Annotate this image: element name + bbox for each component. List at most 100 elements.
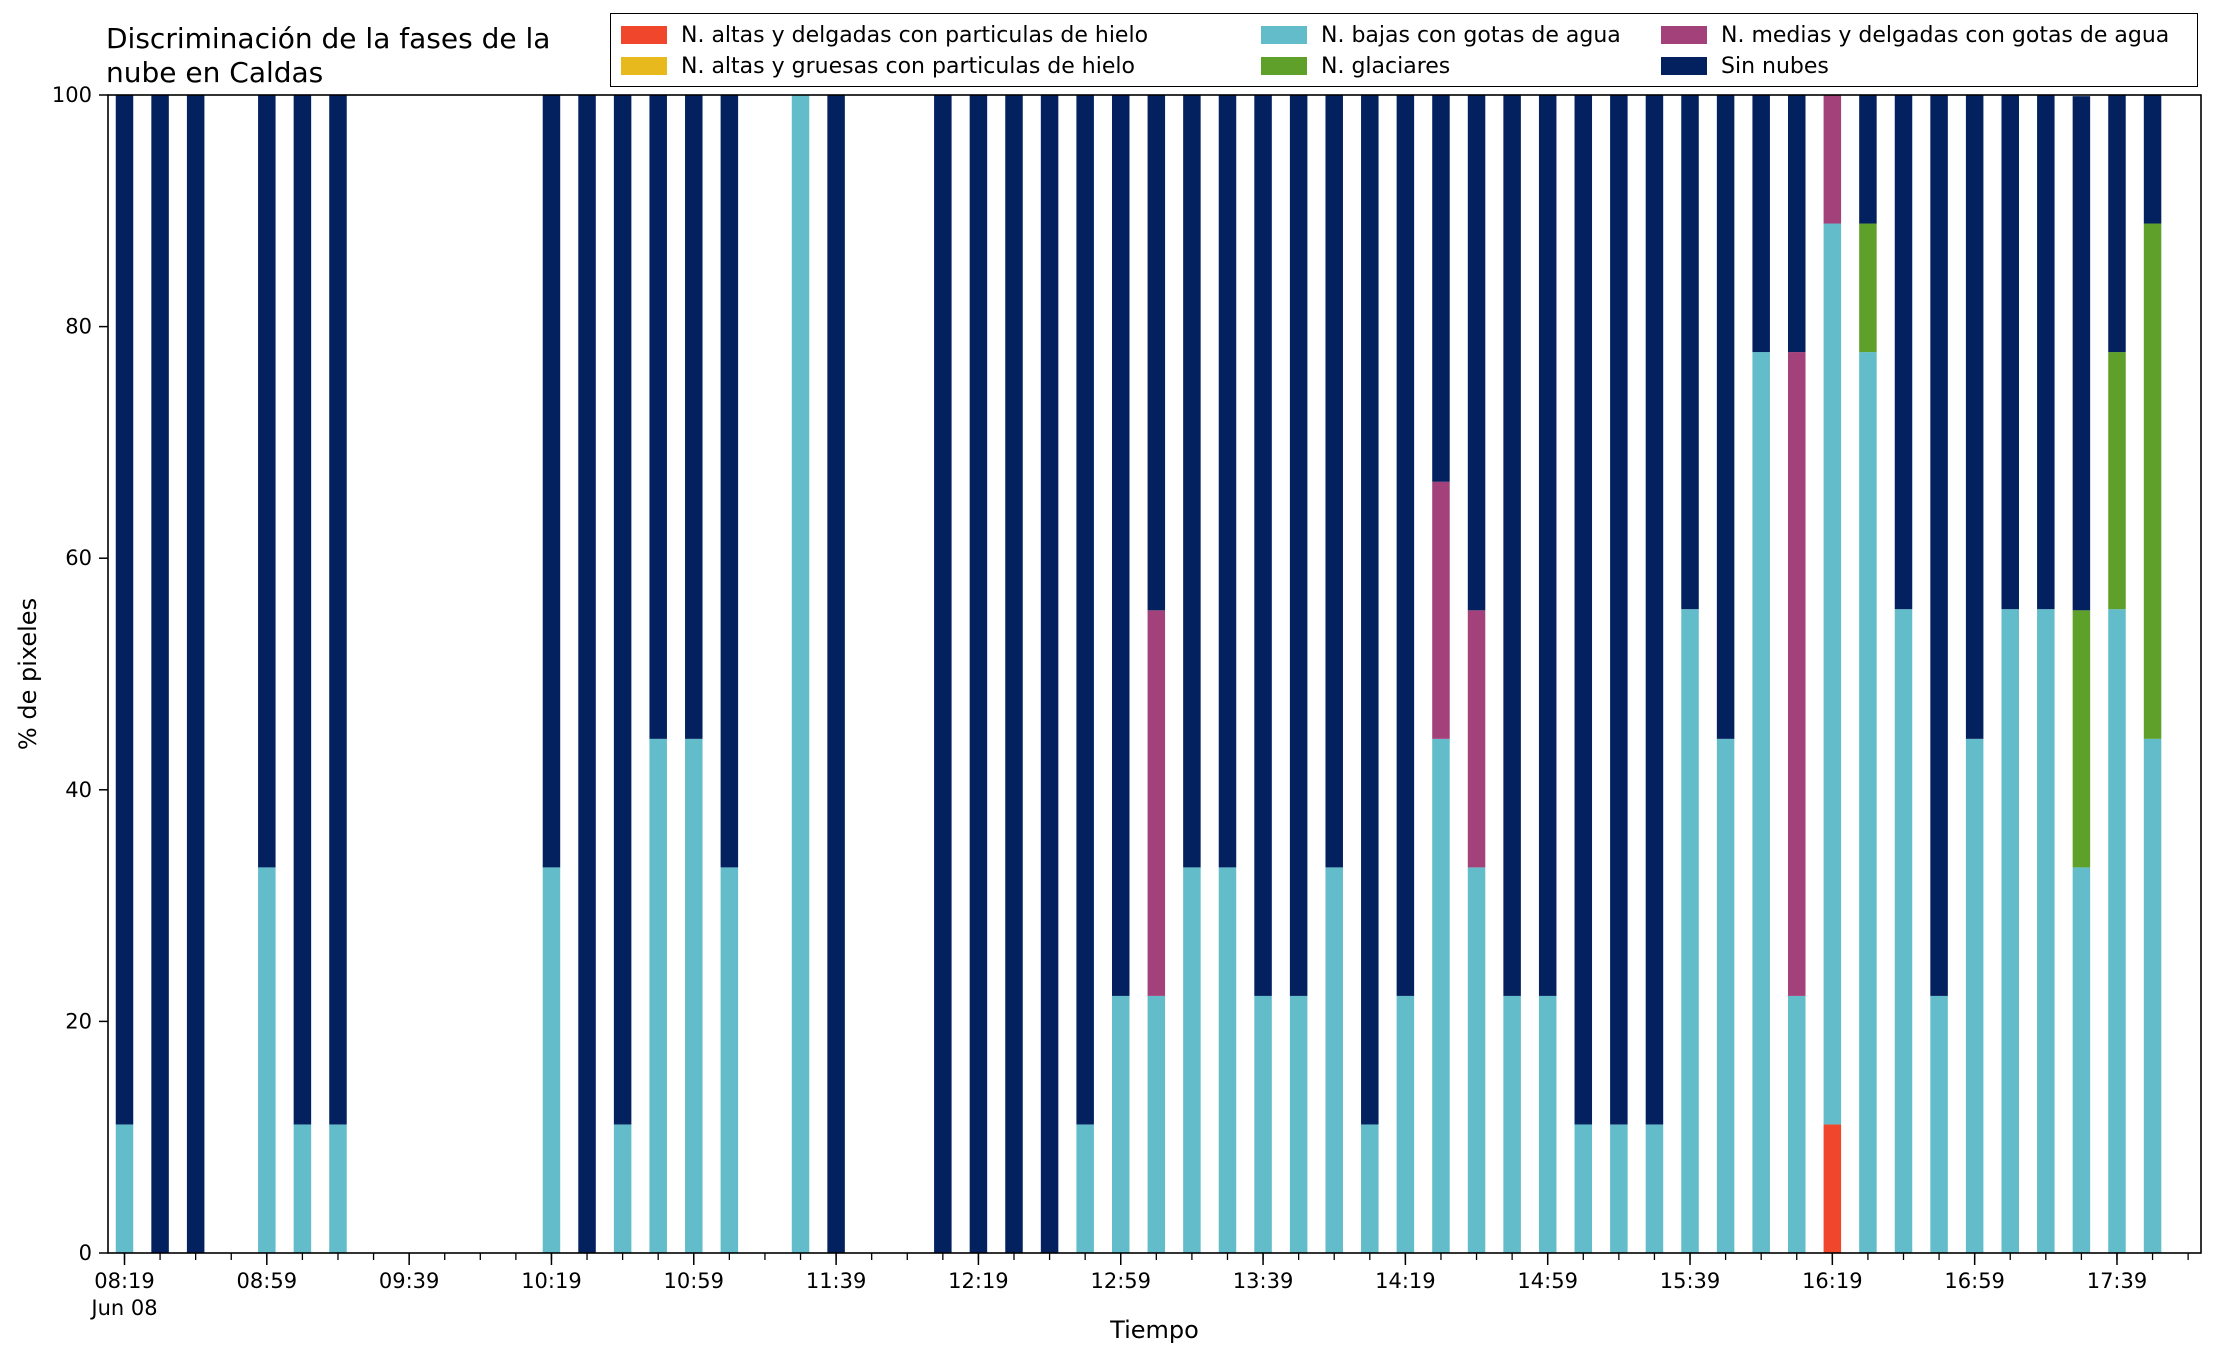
bar-segment [1859,95,1877,224]
chart-legend: N. altas y delgadas con particulas de hi… [610,13,2198,87]
bar-segment [1894,609,1913,1253]
bar-segment [1752,95,1770,353]
bar-segment [578,95,596,1253]
bar-segment [186,95,205,1253]
bar-segment [1823,95,1842,224]
bar-segment [2072,867,2091,1253]
bar-segment [1681,95,1699,610]
legend-swatch [1661,57,1707,75]
legend-swatch [621,57,667,75]
bar-segment [1147,95,1166,611]
bar-segment [1432,738,1450,1253]
bar-segment [1183,867,1201,1253]
bar-segment [2143,738,2162,1253]
bar-segment [1396,95,1415,996]
bar-segment [1610,1124,1628,1253]
bar-segment [1965,738,1984,1253]
bar-segment [293,95,312,1125]
bar-segment [1965,95,1984,739]
bar-segment [2072,96,2091,611]
bar-segment [613,95,632,1125]
bar-segment [115,95,134,1125]
bar-segment [1467,610,1486,868]
bar-segment [1076,1124,1094,1253]
bar-segment [1289,995,1308,1253]
chart-title: Discriminación de la fases de la nube en… [106,22,551,89]
legend-label: N. altas y delgadas con particulas de hi… [681,22,1149,48]
bar-segment [1147,610,1166,996]
bar-segment [258,95,276,868]
bar-segment [685,95,703,739]
legend-item: N. altas y gruesas con particulas de hie… [621,51,1135,81]
bar-segment [1289,95,1308,996]
bar-segment [2143,223,2162,739]
bar-segment [115,1124,134,1253]
x-tick-label: 16:59 [1944,1269,2005,1293]
bar-segment [934,95,952,1253]
bar-segment [2037,95,2055,610]
bar-segment [2001,609,2019,1253]
legend-label: N. bajas con gotas de agua [1321,22,1621,48]
y-tick-label: 40 [65,778,92,802]
bar-segment [1254,995,1272,1253]
bar-segment [720,867,739,1253]
x-tick-label: 14:59 [1517,1269,1578,1293]
bar-segment [329,1124,347,1253]
bar-segment [151,95,169,1253]
bar-segment [649,95,667,739]
bar-segment [791,95,810,1253]
y-tick-label: 20 [65,1009,92,1033]
x-tick-label: 17:39 [2087,1269,2148,1293]
bar-segment [2108,352,2126,610]
bar-segment [2108,609,2126,1253]
y-axis-label: % de pixeles [14,598,42,750]
y-tick-label: 80 [65,315,92,339]
y-tick-label: 100 [52,83,92,107]
bar-segment [2001,95,2019,610]
x-tick-label: 14:19 [1375,1269,1436,1293]
bar-segment [1859,352,1877,1254]
bar-segment [1040,95,1059,1253]
bar-segment [2037,609,2055,1253]
bars-group [115,95,2162,1254]
bar-segment [1823,1124,1842,1253]
bar-segment [1859,223,1877,353]
legend-swatch [1261,26,1307,44]
bar-segment [1218,867,1237,1253]
bar-segment [1147,995,1166,1253]
x-tick-label: 11:39 [806,1269,867,1293]
x-tick-label: 09:39 [379,1269,440,1293]
bar-segment [1894,95,1913,610]
bar-segment [1503,995,1521,1253]
legend-swatch [621,26,667,44]
legend-item: N. medias y delgadas con gotas de agua [1661,20,2169,50]
legend-item: N. bajas con gotas de agua [1261,20,1621,50]
bar-segment [2072,610,2091,868]
bar-segment [1716,738,1735,1253]
bar-segment [1183,95,1201,868]
legend-label: Sin nubes [1721,53,1829,79]
bar-segment [1005,95,1023,1253]
bar-segment [1930,995,1948,1253]
bar-segment [542,867,561,1253]
bar-segment [1111,995,1130,1253]
y-tick-label: 0 [79,1241,92,1265]
x-tick-label: 16:19 [1802,1269,1863,1293]
x-date-label: Jun 08 [89,1296,157,1320]
bar-segment [1361,95,1379,1125]
bar-segment [1325,95,1343,868]
bar-segment [1432,95,1450,482]
bar-segment [1645,1124,1664,1253]
legend-label: N. altas y gruesas con particulas de hie… [681,53,1135,79]
x-tick-label: 12:59 [1090,1269,1151,1293]
bar-segment [1823,223,1842,1125]
x-tick-label: 13:39 [1233,1269,1294,1293]
bar-segment [1681,609,1699,1253]
bar-segment [1396,995,1415,1253]
legend-item: N. altas y delgadas con particulas de hi… [621,20,1148,50]
bar-segment [2143,95,2162,224]
x-tick-label: 10:59 [664,1269,725,1293]
bar-segment [685,738,703,1253]
bar-segment [1610,95,1628,1125]
